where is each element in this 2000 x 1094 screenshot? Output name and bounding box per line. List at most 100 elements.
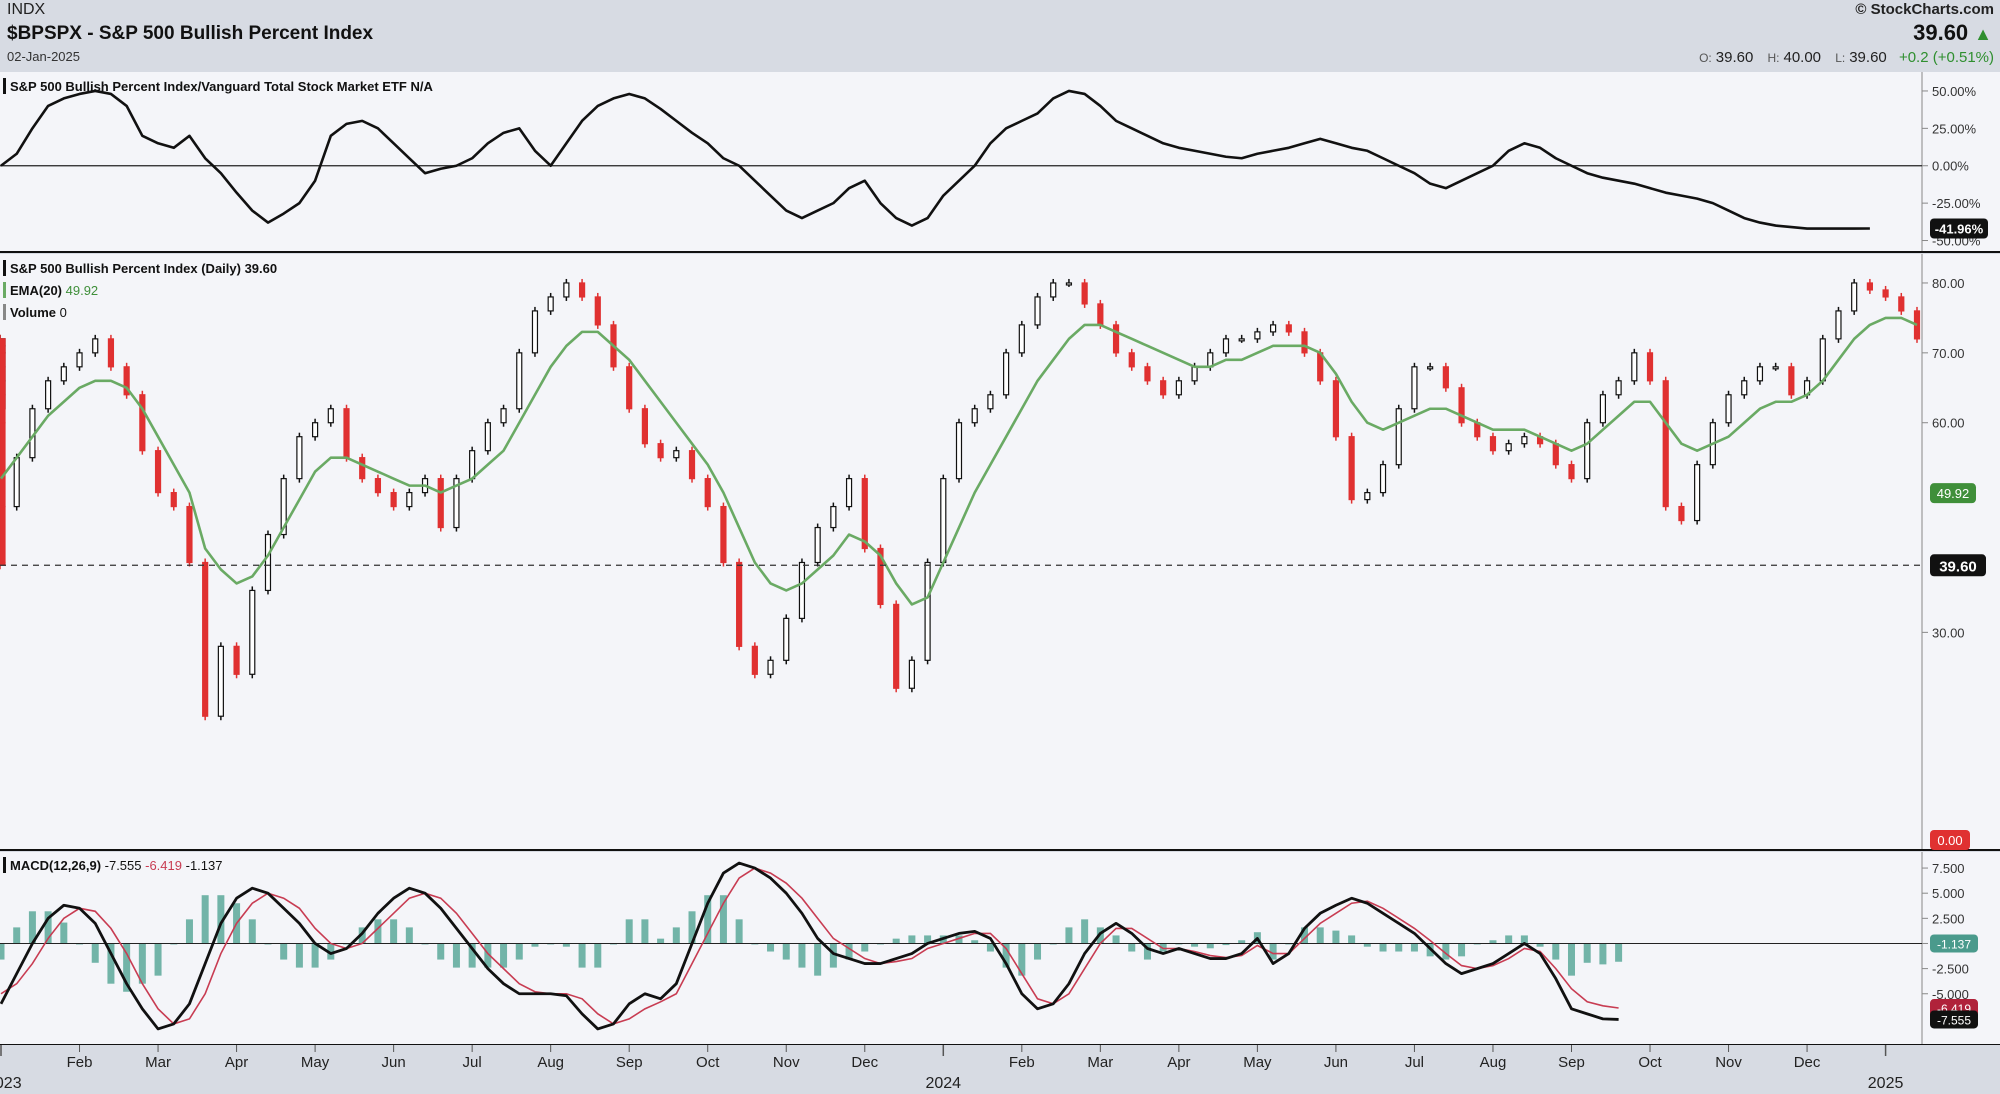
candle-body <box>657 443 664 459</box>
histogram-bar <box>767 943 775 952</box>
x-tick-label: Sep <box>616 1054 643 1071</box>
candle-body <box>107 338 115 368</box>
candle-body <box>1725 394 1732 424</box>
candle-body <box>249 589 256 675</box>
histogram-bar <box>1505 935 1513 944</box>
candle-body <box>437 478 444 529</box>
candle-body <box>484 422 491 452</box>
candle-body <box>1222 338 1230 354</box>
candle-body <box>139 394 146 452</box>
histogram-bar <box>1332 930 1340 944</box>
y-tick-label: 80.00 <box>1932 276 1965 291</box>
histogram-bar <box>1301 927 1309 944</box>
candle-body <box>578 282 586 298</box>
low-value: 39.60 <box>1849 49 1887 66</box>
candle-body <box>626 366 633 410</box>
x-tick-label: May <box>301 1054 330 1071</box>
year-label: 2023 <box>0 1075 22 1092</box>
volume-badge <box>1930 830 1970 850</box>
histogram-bar <box>28 911 36 944</box>
chart-header: INDX $BPSPX - S&P 500 Bullish Percent In… <box>0 0 2000 72</box>
x-tick-label: Nov <box>1715 1054 1742 1071</box>
candle-body <box>1819 338 1826 382</box>
candle-body <box>704 478 711 508</box>
histogram-bar <box>924 935 932 944</box>
histogram-bar <box>405 927 413 944</box>
year-label: 2024 <box>925 1075 961 1092</box>
histogram-bar <box>311 943 319 968</box>
candle-body <box>469 450 476 480</box>
histogram-bar <box>892 938 900 944</box>
histogram-bar <box>1410 943 1418 952</box>
candle-body <box>1081 282 1088 305</box>
histogram-bar <box>248 919 256 944</box>
histogram-bar <box>1615 943 1623 962</box>
candle-body <box>971 408 978 424</box>
candle-body <box>500 408 507 424</box>
candle-body <box>877 547 884 606</box>
candle-body <box>311 422 319 438</box>
candle-body <box>1254 331 1261 340</box>
y-tick-label: -25.00% <box>1932 196 1981 211</box>
histogram-bar <box>1552 943 1560 960</box>
candle-body <box>1772 366 1779 370</box>
candle-body <box>1427 366 1434 370</box>
histogram-bar <box>60 922 68 944</box>
y-tick-label: -5.000 <box>1932 987 1969 1002</box>
open-value: 39.60 <box>1715 49 1754 66</box>
histogram-bar <box>829 943 837 968</box>
histogram-bar <box>327 943 335 960</box>
high-value: 40.00 <box>1783 49 1822 66</box>
last-price-value: 39.60 <box>1913 20 1969 45</box>
candle-body <box>955 422 963 480</box>
candle-body <box>1065 282 1073 286</box>
candle-body <box>751 645 758 675</box>
candle-body <box>798 561 806 619</box>
histogram-bar <box>1222 943 1230 946</box>
histogram-bar <box>500 943 508 968</box>
ema-legend-value: 49.92 <box>66 283 99 298</box>
candle-body <box>1411 366 1418 410</box>
candle-body <box>1646 352 1654 382</box>
candle-body <box>0 505 6 564</box>
candle-body <box>390 492 397 508</box>
y-tick-label: 30.00 <box>1932 625 1965 640</box>
last-price-badge <box>1930 554 1986 577</box>
y-tick-label: 5.000 <box>1932 886 1965 901</box>
histogram-bar <box>1458 943 1466 957</box>
histogram-bar <box>107 943 115 984</box>
candle-body <box>60 366 67 382</box>
candle-body <box>327 408 334 424</box>
candle-body <box>736 561 743 647</box>
candle-body <box>1285 324 1292 333</box>
legend-swatch-volume <box>3 304 6 320</box>
histogram-bar <box>1065 927 1073 944</box>
histogram-bar <box>1081 919 1089 944</box>
legend-swatch <box>3 78 6 94</box>
candle-body <box>531 310 539 354</box>
candle-body <box>123 366 130 396</box>
candle-body <box>830 505 837 529</box>
histogram-bar <box>1348 935 1356 944</box>
histogram-bar <box>13 927 21 944</box>
histogram-bar <box>390 919 398 944</box>
histogram-bar <box>1159 943 1167 952</box>
histogram-bar <box>531 943 539 947</box>
x-tick-label: Feb <box>1009 1054 1035 1071</box>
histogram-bar <box>1316 927 1324 944</box>
high-label: H: <box>1767 51 1780 65</box>
candle-body <box>343 408 350 459</box>
histogram-bar <box>719 895 727 944</box>
y-tick-label: 7.500 <box>1932 861 1965 876</box>
histogram-bar <box>641 919 649 944</box>
histogram-bar <box>1269 943 1277 960</box>
last-value-label: -41.96% <box>1935 221 1984 236</box>
histogram-bar <box>1379 943 1387 952</box>
histogram-bar <box>295 943 303 968</box>
candle-body <box>374 478 382 494</box>
histogram-bar <box>358 927 366 944</box>
up-arrow-icon: ▲ <box>1974 24 1992 44</box>
brand-logo[interactable]: © StockCharts.com <box>1855 1 1994 18</box>
candle-body <box>202 561 209 717</box>
